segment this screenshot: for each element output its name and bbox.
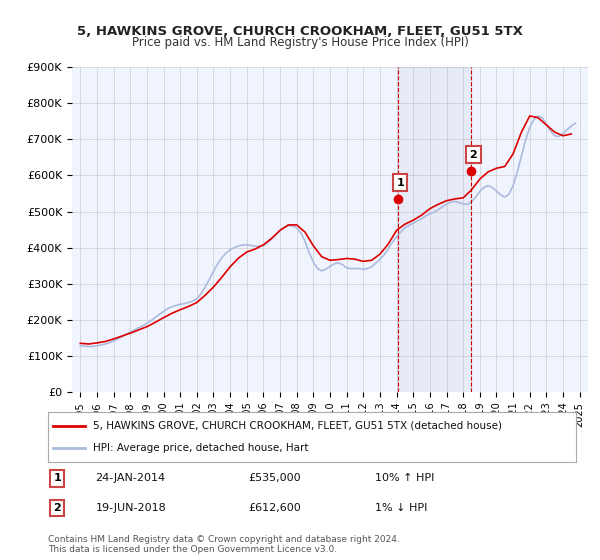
Text: 24-JAN-2014: 24-JAN-2014 <box>95 473 166 483</box>
Text: £535,000: £535,000 <box>248 473 301 483</box>
Text: 1: 1 <box>53 473 61 483</box>
Text: 1% ↓ HPI: 1% ↓ HPI <box>376 503 428 513</box>
Text: £612,600: £612,600 <box>248 503 301 513</box>
Text: Contains HM Land Registry data © Crown copyright and database right 2024.
This d: Contains HM Land Registry data © Crown c… <box>48 535 400 554</box>
Text: 5, HAWKINS GROVE, CHURCH CROOKHAM, FLEET, GU51 5TX: 5, HAWKINS GROVE, CHURCH CROOKHAM, FLEET… <box>77 25 523 38</box>
Text: 10% ↑ HPI: 10% ↑ HPI <box>376 473 435 483</box>
Text: HPI: Average price, detached house, Hart: HPI: Average price, detached house, Hart <box>93 443 308 453</box>
Text: 5, HAWKINS GROVE, CHURCH CROOKHAM, FLEET, GU51 5TX (detached house): 5, HAWKINS GROVE, CHURCH CROOKHAM, FLEET… <box>93 421 502 431</box>
Text: 2: 2 <box>470 150 478 160</box>
Bar <box>398 67 471 392</box>
Text: Price paid vs. HM Land Registry's House Price Index (HPI): Price paid vs. HM Land Registry's House … <box>131 36 469 49</box>
Text: 2: 2 <box>53 503 61 513</box>
Text: 19-JUN-2018: 19-JUN-2018 <box>95 503 166 513</box>
Text: 1: 1 <box>397 178 404 188</box>
